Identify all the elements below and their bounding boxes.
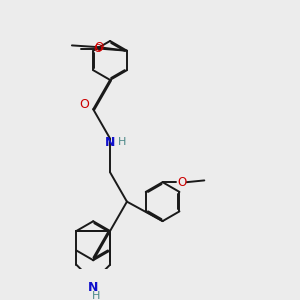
Text: O: O <box>93 44 102 54</box>
Text: O: O <box>94 41 103 54</box>
Text: O: O <box>80 98 89 111</box>
Text: H: H <box>92 291 100 300</box>
Text: H: H <box>118 137 127 147</box>
Text: N: N <box>88 281 98 294</box>
Text: O: O <box>178 176 187 189</box>
Text: N: N <box>105 136 115 148</box>
